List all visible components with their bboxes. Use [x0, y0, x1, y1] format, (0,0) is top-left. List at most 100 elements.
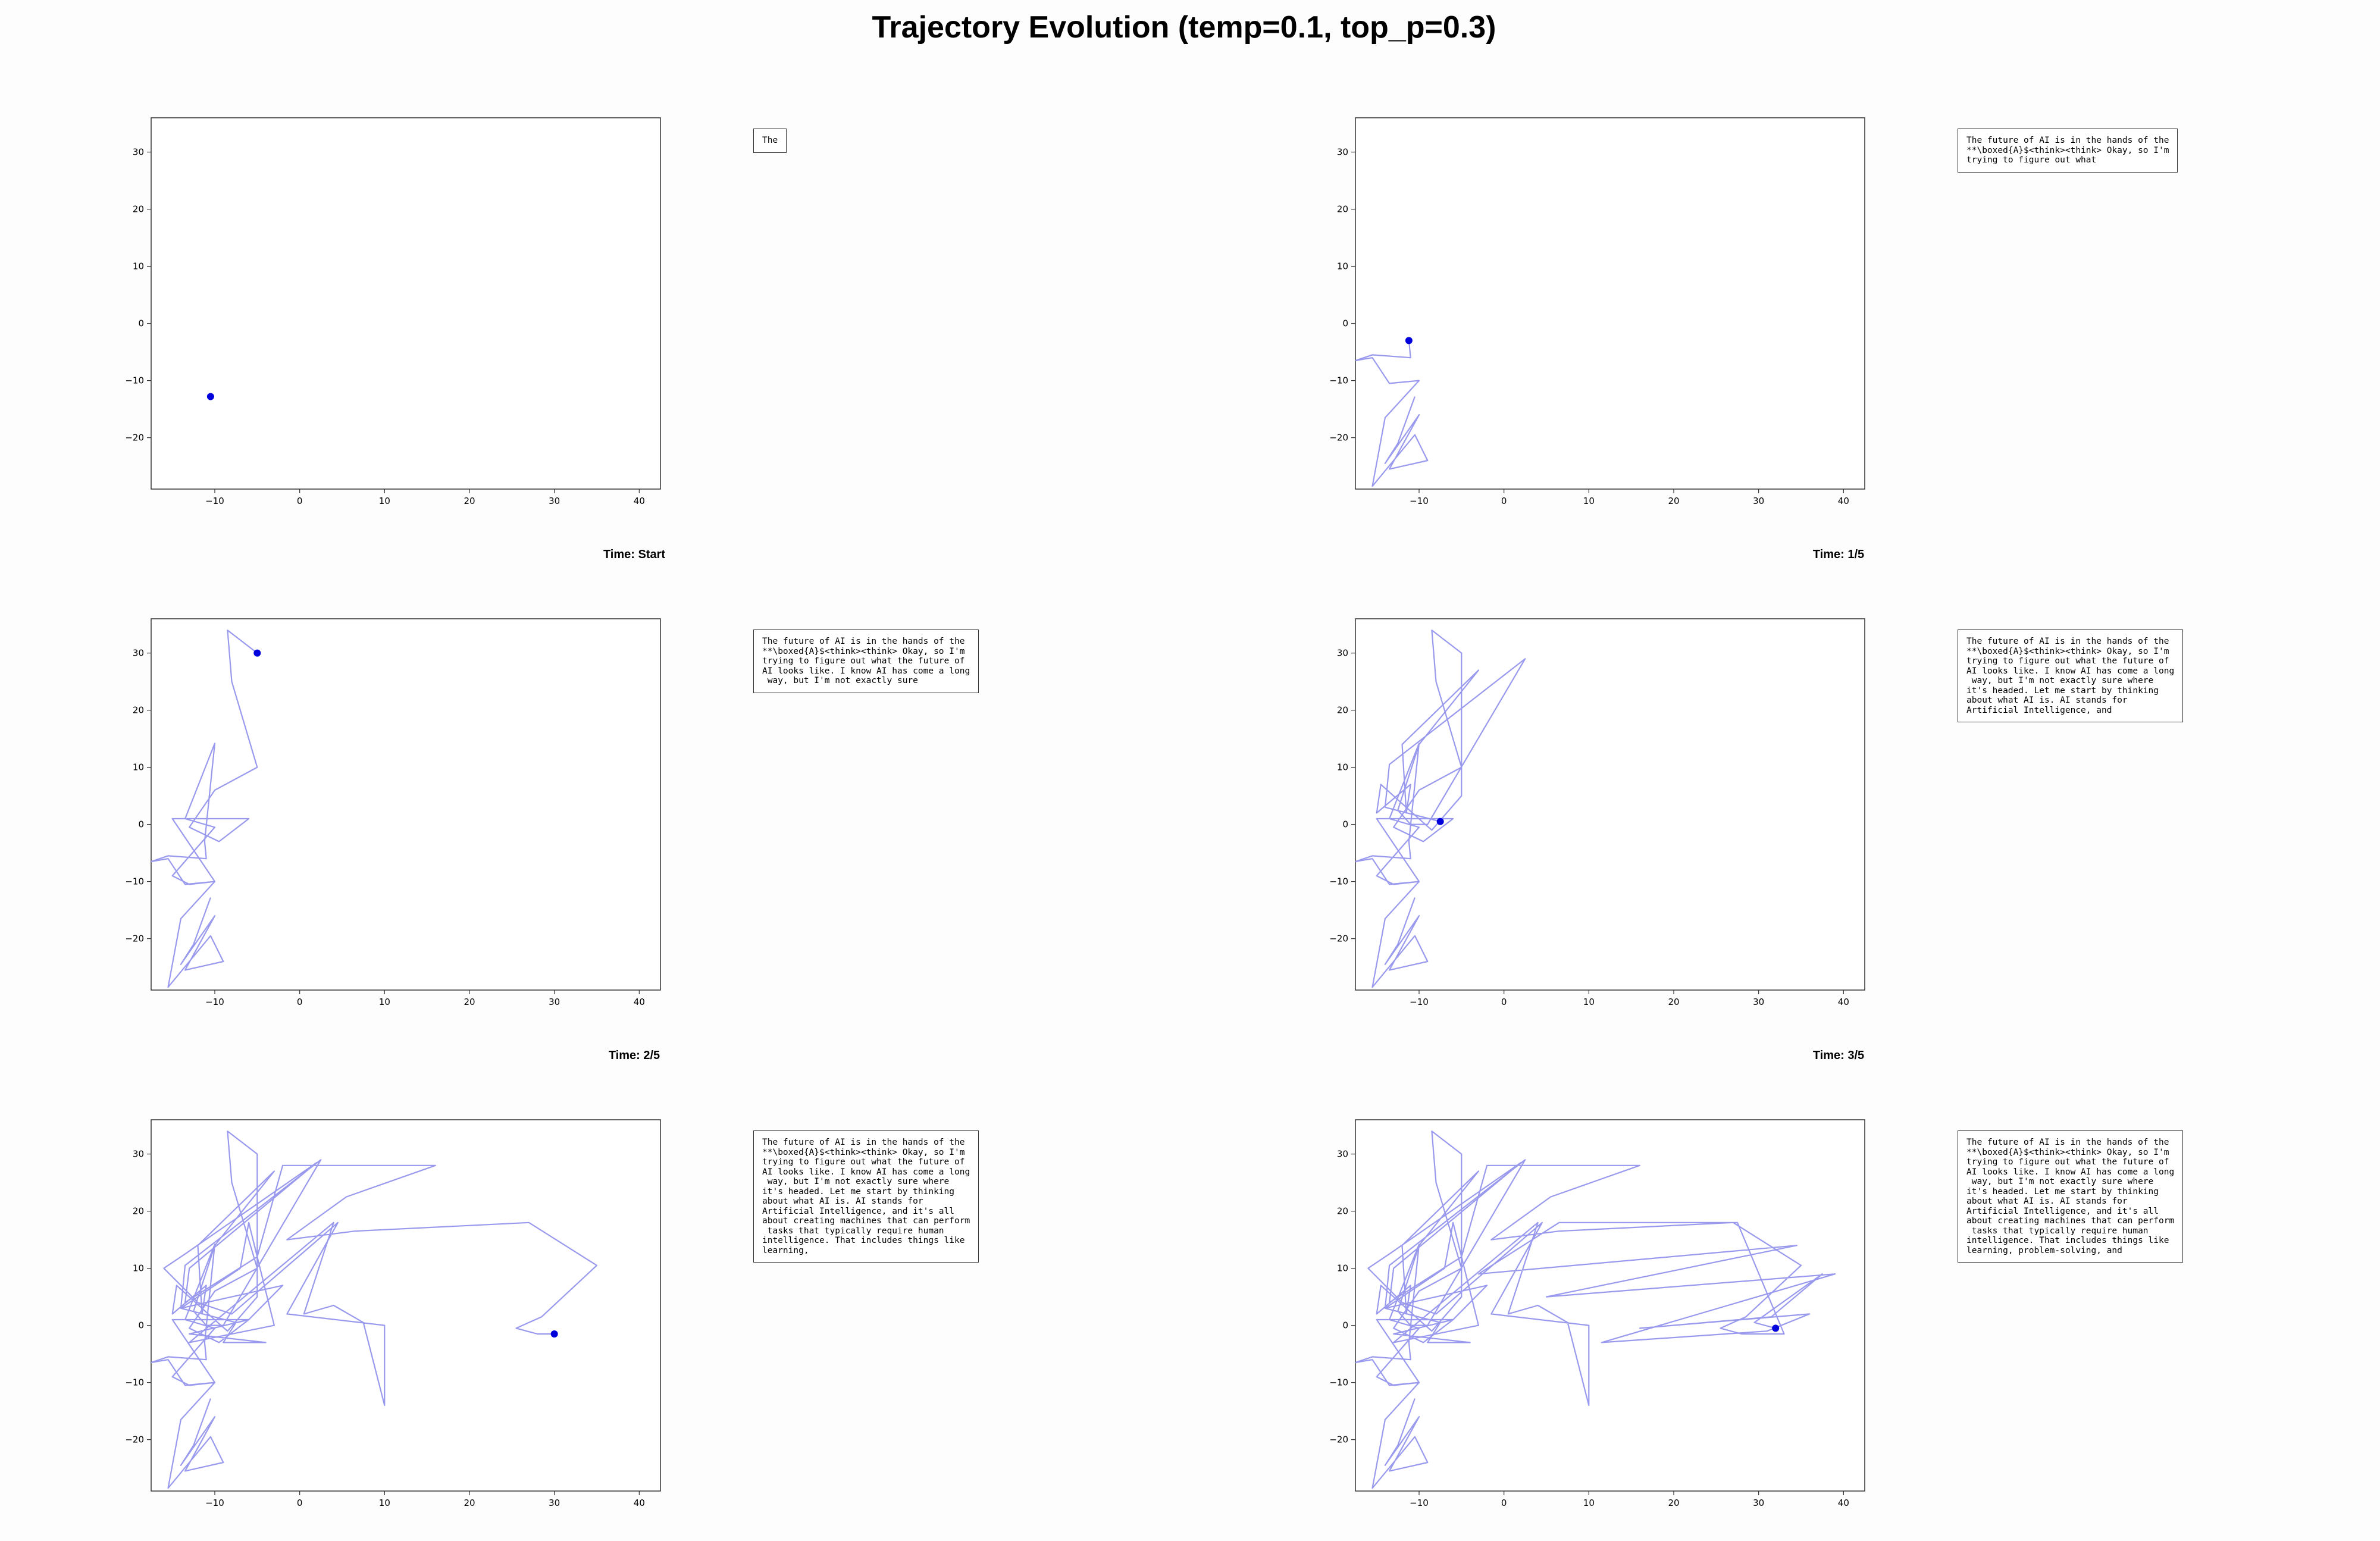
- time-label: Time: 2/5: [609, 1049, 660, 1062]
- time-label: Time: Start: [603, 548, 665, 561]
- panel-2: −10 0 10 20 30 40 −20 −10 0 10 20 30 Time: 1/5: [1329, 117, 1865, 561]
- x-tick-label: 10: [1583, 1498, 1595, 1508]
- x-tick-label: 40: [634, 1498, 645, 1508]
- panel-1: −10 0 10 20 30 40 −20 −10 0 10 20 30 Time: Start: [125, 117, 665, 561]
- y-tick-label: 20: [133, 705, 144, 716]
- generated-text-box: The: [753, 129, 787, 153]
- x-tick-label: 30: [1753, 1498, 1764, 1508]
- current-position-marker: [253, 649, 261, 657]
- plot-area: [151, 618, 661, 991]
- x-tick-label: 10: [1583, 496, 1595, 506]
- y-tick-label: 0: [1342, 819, 1348, 830]
- x-tick-label: −10: [1410, 496, 1429, 506]
- y-tick-label: 0: [1342, 1320, 1348, 1331]
- x-tick-label: 20: [464, 496, 475, 506]
- y-tick-label: 30: [133, 147, 144, 158]
- x-tick-label: 40: [634, 496, 645, 506]
- y-tick-label: 0: [138, 318, 144, 329]
- x-tick-label: 0: [297, 1498, 303, 1508]
- y-tick-label: −10: [1329, 375, 1348, 386]
- y-tick-label: 30: [133, 1149, 144, 1160]
- x-tick-label: 10: [379, 997, 390, 1007]
- x-tick-label: 20: [1668, 496, 1679, 506]
- generated-text-box: The future of AI is in the hands of the …: [753, 629, 979, 693]
- x-tick-label: 20: [464, 1498, 475, 1508]
- time-label: Time: 3/5: [1813, 1049, 1864, 1062]
- current-position-marker: [1772, 1324, 1780, 1332]
- x-tick-label: −10: [1410, 997, 1429, 1007]
- x-tick-label: −10: [1410, 1498, 1429, 1508]
- y-tick-label: 20: [133, 204, 144, 215]
- y-tick-label: −10: [1329, 1377, 1348, 1388]
- x-tick-label: 10: [379, 496, 390, 506]
- figure-title: Trajectory Evolution (temp=0.1, top_p=0.…: [872, 10, 1496, 45]
- time-label: Time: 1/5: [1813, 548, 1864, 561]
- trajectory-line: [1355, 340, 1429, 487]
- current-position-marker: [1436, 818, 1444, 825]
- current-position-marker: [1405, 337, 1413, 344]
- x-tick-label: 30: [1753, 496, 1764, 506]
- y-tick-label: −10: [125, 375, 144, 386]
- x-tick-label: 10: [379, 1498, 390, 1508]
- x-tick-label: 20: [464, 997, 475, 1007]
- x-tick-label: 0: [297, 496, 303, 506]
- y-tick-label: −20: [1329, 1434, 1348, 1445]
- y-tick-label: 20: [1337, 204, 1348, 215]
- trajectory-line: [1355, 1130, 1836, 1489]
- x-tick-label: 0: [297, 997, 303, 1007]
- y-tick-label: 10: [1337, 762, 1348, 773]
- y-tick-label: −10: [125, 1377, 144, 1388]
- x-tick-label: −10: [205, 997, 224, 1007]
- plot-area: [1355, 117, 1865, 490]
- y-tick-label: −20: [125, 934, 144, 944]
- y-tick-label: −10: [125, 876, 144, 887]
- plot-area: [1355, 618, 1865, 991]
- x-tick-label: 40: [634, 997, 645, 1007]
- y-tick-label: 20: [1337, 705, 1348, 716]
- x-tick-label: 30: [549, 496, 560, 506]
- current-position-marker: [550, 1330, 558, 1338]
- x-tick-label: 30: [549, 1498, 560, 1508]
- x-tick-label: −10: [205, 496, 224, 506]
- y-tick-label: 30: [1337, 648, 1348, 659]
- x-tick-label: 10: [1583, 997, 1595, 1007]
- x-tick-label: −10: [205, 1498, 224, 1508]
- x-tick-label: 0: [1501, 1498, 1507, 1508]
- y-tick-label: 10: [133, 261, 144, 272]
- trajectory-line: [151, 1130, 598, 1489]
- generated-text-box: The future of AI is in the hands of the …: [1958, 129, 2178, 173]
- trajectory-line: [151, 629, 258, 988]
- y-tick-label: −10: [1329, 876, 1348, 887]
- x-tick-label: 20: [1668, 1498, 1679, 1508]
- x-tick-label: 0: [1501, 997, 1507, 1007]
- generated-text-box: The future of AI is in the hands of the …: [1958, 1130, 2184, 1263]
- y-tick-label: 10: [1337, 1263, 1348, 1274]
- x-tick-label: 20: [1668, 997, 1679, 1007]
- x-tick-label: 40: [1838, 997, 1849, 1007]
- y-tick-label: 30: [1337, 147, 1348, 158]
- x-tick-label: 40: [1838, 1498, 1849, 1508]
- y-tick-label: 20: [1337, 1206, 1348, 1217]
- y-tick-label: −20: [125, 433, 144, 443]
- trajectory-line: [1355, 629, 1526, 988]
- x-tick-label: 30: [1753, 997, 1764, 1007]
- y-tick-label: 20: [133, 1206, 144, 1217]
- y-tick-label: −20: [1329, 934, 1348, 944]
- plot-area: [151, 1119, 661, 1492]
- y-tick-label: 0: [138, 1320, 144, 1331]
- y-tick-label: 10: [133, 1263, 144, 1274]
- generated-text-box: The future of AI is in the hands of the …: [753, 1130, 979, 1263]
- y-tick-label: 0: [1342, 318, 1348, 329]
- y-tick-label: −20: [1329, 433, 1348, 443]
- y-tick-label: 10: [1337, 261, 1348, 272]
- x-tick-label: 40: [1838, 496, 1849, 506]
- plot-area: [1355, 1119, 1865, 1492]
- plot-area: [151, 117, 661, 490]
- y-tick-label: 30: [1337, 1149, 1348, 1160]
- panel-3: −10 0 10 20 30 40 −20 −10 0 10 20 30 Time: 2/5: [125, 618, 661, 1062]
- current-position-marker: [206, 393, 214, 400]
- generated-text-box: The future of AI is in the hands of the …: [1958, 629, 2184, 722]
